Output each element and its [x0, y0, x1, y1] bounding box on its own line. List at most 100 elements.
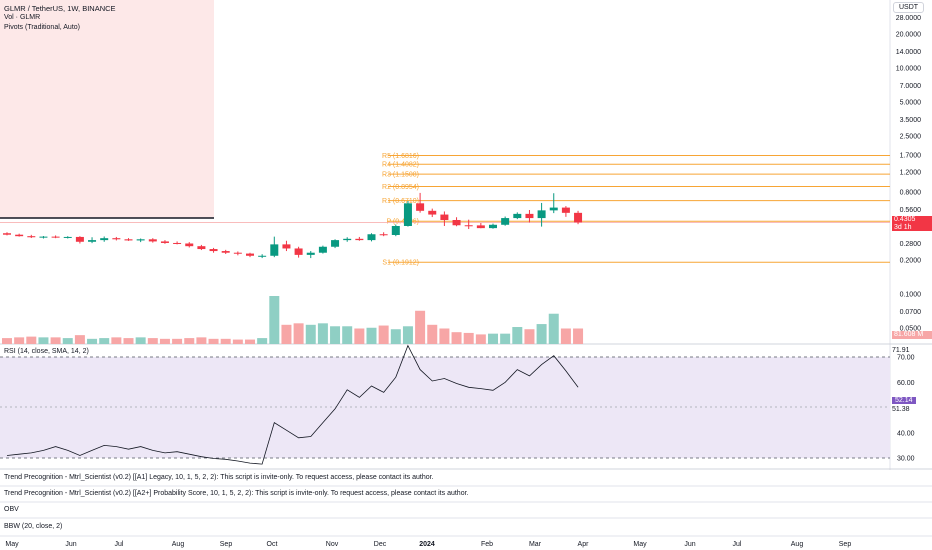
time-tick: 2024 — [419, 541, 435, 548]
candle-body[interactable] — [148, 239, 157, 242]
candle-body[interactable] — [343, 238, 352, 241]
price-tick: 5.0000 — [900, 100, 922, 107]
volume-bar — [390, 329, 401, 344]
candle-body[interactable] — [367, 234, 376, 241]
candle-body[interactable] — [27, 236, 36, 238]
candle-body[interactable] — [160, 241, 169, 243]
time-tick: Sep — [839, 541, 852, 548]
rsi-value-badge: 52.14 — [892, 397, 916, 404]
candle-body[interactable] — [379, 234, 388, 236]
volume-bar — [208, 338, 219, 344]
price-tick: 0.5600 — [900, 207, 922, 214]
candle-body[interactable] — [525, 213, 534, 219]
volume-bar — [257, 338, 268, 344]
candle-body[interactable] — [246, 253, 254, 256]
volume-bar — [2, 338, 12, 344]
candle-body[interactable] — [258, 255, 267, 257]
candle-body[interactable] — [489, 224, 497, 229]
study-legend-a2[interactable]: Trend Precognition - Mtrl_Scientist (v0.… — [4, 490, 469, 497]
candle-body[interactable] — [452, 219, 461, 226]
candle-body[interactable] — [136, 239, 145, 241]
price-tick: 0.8000 — [900, 189, 922, 196]
volume-bar — [74, 335, 85, 344]
price-tick: 28.0000 — [896, 15, 921, 22]
candle-body[interactable] — [355, 238, 364, 241]
time-tick: Dec — [374, 541, 387, 548]
volume-bar — [196, 337, 207, 344]
candle-body[interactable] — [39, 236, 48, 238]
volume-bars — [2, 296, 584, 344]
candle-body[interactable] — [318, 246, 327, 253]
candles — [3, 192, 583, 259]
candle-body[interactable] — [549, 207, 558, 211]
volume-bar — [220, 338, 231, 344]
time-tick: May — [5, 541, 19, 548]
candle-body[interactable] — [501, 218, 510, 225]
rsi-tick: 40.00 — [897, 430, 915, 437]
candle-body[interactable] — [233, 252, 242, 254]
candle-body[interactable] — [282, 244, 291, 249]
time-tick: Aug — [172, 541, 185, 548]
candle-body[interactable] — [197, 246, 206, 250]
candle-body[interactable] — [3, 233, 11, 235]
pivot-label-r1: R1 (0.6710) — [382, 198, 419, 205]
volume-bar — [354, 328, 365, 344]
candle-body[interactable] — [51, 236, 60, 238]
candle-body[interactable] — [221, 251, 230, 253]
candle-body[interactable] — [403, 203, 412, 226]
candle-body[interactable] — [440, 214, 449, 220]
rsi-line — [6, 344, 579, 465]
candle-body[interactable] — [331, 240, 340, 247]
candle-body[interactable] — [185, 243, 194, 247]
candle-body[interactable] — [513, 213, 522, 219]
study-legend-bbw[interactable]: BBW (20, close, 2) — [4, 523, 63, 530]
candle-body[interactable] — [209, 249, 218, 252]
candle-body[interactable] — [173, 242, 182, 244]
study-legend-a1[interactable]: Trend Precognition - Mtrl_Scientist (v0.… — [4, 474, 434, 481]
price-tick: 0.2000 — [900, 258, 922, 265]
candle-body[interactable] — [270, 244, 279, 256]
candle-body[interactable] — [100, 238, 109, 241]
candle-body[interactable] — [464, 225, 473, 227]
candle-body[interactable] — [294, 248, 303, 255]
volume-bar — [548, 313, 559, 344]
candle-body[interactable] — [15, 234, 24, 237]
time-tick: Sep — [220, 541, 233, 548]
price-tick: 0.2800 — [900, 241, 922, 248]
volume-bar — [99, 338, 110, 344]
price-tick: 3.5000 — [900, 117, 922, 124]
candle-body[interactable] — [112, 238, 121, 240]
candle-body[interactable] — [391, 225, 400, 235]
volume-bar — [26, 336, 37, 344]
volume-bar — [512, 327, 523, 344]
candle-body[interactable] — [428, 210, 437, 215]
volume-bar — [475, 334, 486, 344]
symbol-legend[interactable]: GLMR / TetherUS, 1W, BINANCE — [4, 4, 116, 13]
pivot-label-r4: R4 (1.4082) — [382, 162, 419, 169]
candle-body[interactable] — [124, 239, 133, 241]
price-tick: 14.0000 — [896, 49, 921, 56]
volume-bar — [402, 326, 413, 344]
candle-body[interactable] — [416, 203, 425, 211]
candle-body[interactable] — [75, 236, 84, 242]
price-tick: 1.2000 — [900, 170, 922, 177]
rsi-legend[interactable]: RSI (14, close, SMA, 14, 2) — [4, 348, 89, 355]
highlight-zone — [0, 0, 214, 218]
candle-body[interactable] — [63, 236, 72, 238]
volume-bar — [14, 337, 25, 344]
candle-body[interactable] — [574, 212, 583, 223]
candle-body[interactable] — [537, 210, 546, 219]
volume-legend[interactable]: Vol · GLMR — [4, 14, 41, 21]
study-legend-obv[interactable]: OBV — [4, 506, 19, 513]
price-axis: 28.0000 20.0000 14.0000 10.0000 7.0000 5.0000… — [896, 15, 921, 332]
currency-button[interactable]: USDT — [893, 2, 925, 13]
pivots-legend[interactable]: Pivots (Traditional, Auto) — [4, 24, 80, 31]
candle-body[interactable] — [476, 225, 485, 229]
price-tick: 20.0000 — [896, 32, 921, 39]
candle-body[interactable] — [561, 207, 570, 213]
volume-bar — [159, 338, 170, 344]
candle-body[interactable] — [306, 252, 315, 255]
candle-body[interactable] — [88, 240, 97, 242]
price-tick: 7.0000 — [900, 83, 922, 90]
